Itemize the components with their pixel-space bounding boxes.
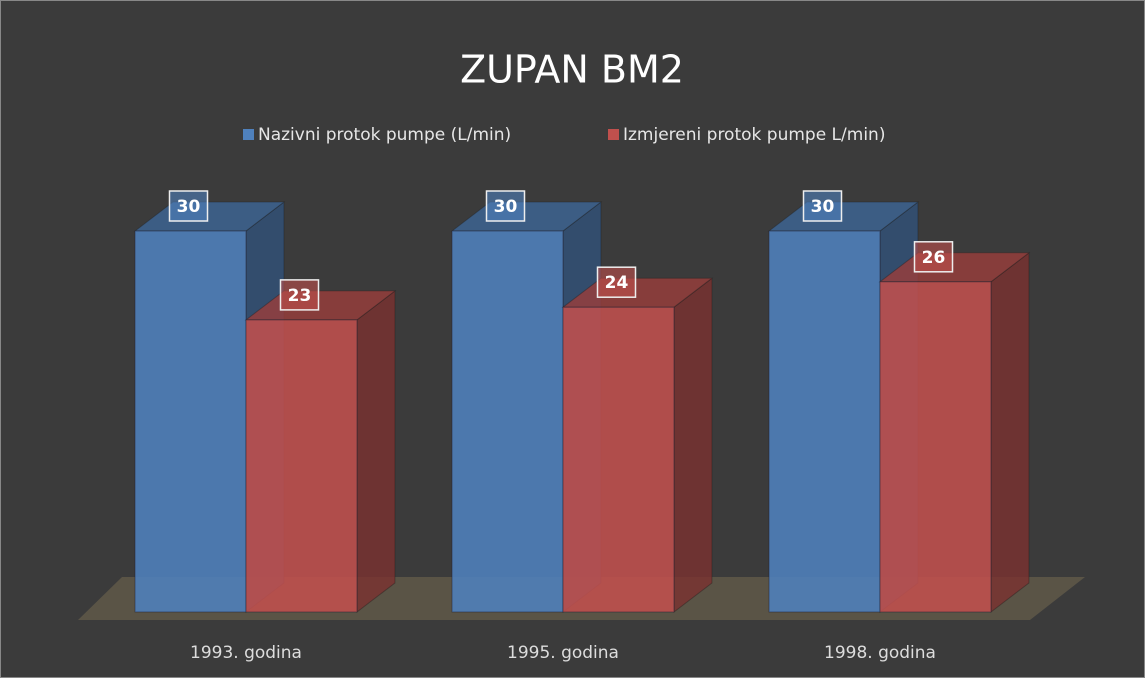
data-label: 30 [494,197,518,217]
bar-front [245,319,358,613]
bar-side-shade [674,278,712,612]
bar [244,289,397,614]
x-tick-label: 1993. godina [190,643,302,663]
chart-title: ZUPAN BM2 [460,48,684,92]
bar-front [134,230,247,613]
bar-front [451,230,564,613]
legend-label: Izmjereni protok pumpe L/min) [623,125,885,145]
bar-side-shade [357,290,395,612]
legend-swatch [243,129,254,140]
data-label-box [913,241,954,273]
data-label-box [802,190,843,222]
bar-front [768,230,881,613]
bar-front [879,281,992,613]
bar [878,251,1031,614]
bar-side-shade [991,252,1029,613]
data-label-box [279,279,320,311]
data-label-box [596,266,637,298]
legend-swatch [608,129,619,140]
data-label: 30 [177,197,201,217]
data-label: 24 [605,273,629,293]
bar [561,277,714,614]
data-label: 30 [811,197,835,217]
x-tick-label: 1995. godina [507,643,619,663]
data-label-box [168,190,209,222]
bar-front [562,306,675,613]
data-label: 23 [288,286,312,306]
legend-label: Nazivni protok pumpe (L/min) [258,125,511,145]
data-label-box [485,190,526,222]
x-tick-label: 1998. godina [824,643,936,663]
data-label: 26 [922,248,946,268]
